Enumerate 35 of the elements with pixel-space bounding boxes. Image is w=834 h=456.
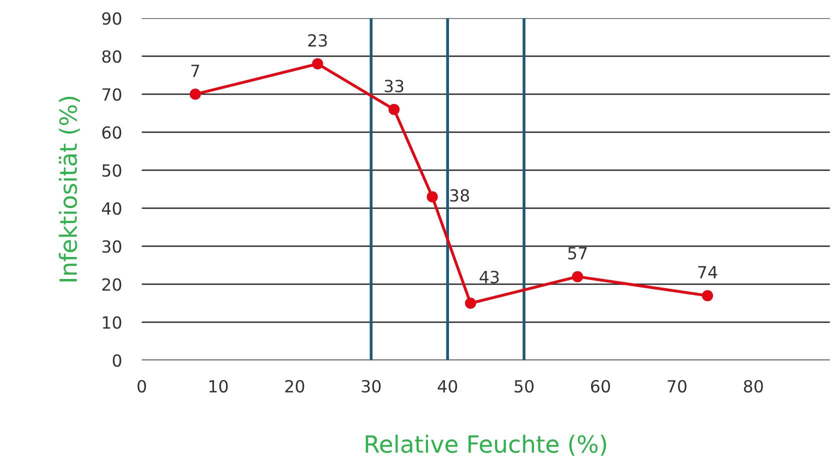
point: [312, 58, 324, 70]
y-tick-label: 70: [102, 88, 122, 101]
x-tick-label: 10: [209, 380, 228, 393]
x-tick-label: 0: [138, 380, 146, 393]
point: [190, 88, 201, 100]
x-tick-label: 80: [744, 380, 763, 393]
annotation: 43: [480, 270, 499, 284]
x-tick-label: 40: [438, 380, 458, 393]
annotation: 57: [568, 247, 587, 260]
annotation: 33: [384, 80, 404, 92]
annotation: 38: [450, 189, 470, 202]
point: [702, 290, 714, 302]
x-tick-label: 50: [514, 380, 534, 393]
y-tick-label: 30: [102, 240, 122, 253]
y-tick-label: 80: [102, 50, 122, 63]
annotation: 7: [191, 64, 200, 77]
x-axis-title: Relative Feuchte (%): [366, 434, 606, 456]
y-tick-label: 0: [112, 354, 122, 367]
point: [426, 191, 438, 202]
annotation: 23: [308, 34, 327, 47]
y-tick-label: 20: [102, 278, 122, 291]
x-tick-label: 60: [591, 380, 610, 393]
y-tick-label: 60: [102, 126, 122, 139]
y-tick-label: 90: [102, 12, 122, 25]
y-axis-title: Infektiosität (%): [58, 96, 80, 282]
annotation: 74: [698, 266, 718, 278]
y-tick-label: 40: [102, 202, 122, 215]
point: [572, 271, 584, 282]
point: [388, 104, 400, 115]
y-tick-label: 50: [102, 164, 122, 177]
x-tick-label: 30: [362, 380, 381, 393]
y-tick-label: 10: [102, 316, 122, 329]
x-tick-label: 20: [285, 380, 304, 393]
x-tick-label: 70: [668, 380, 686, 393]
point: [464, 298, 476, 309]
